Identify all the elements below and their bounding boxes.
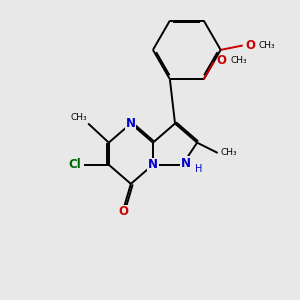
Text: N: N [148, 158, 158, 171]
Text: O: O [118, 205, 128, 218]
Text: N: N [126, 117, 136, 130]
Text: O: O [245, 39, 255, 52]
Text: Cl: Cl [68, 158, 81, 171]
Text: N: N [181, 157, 191, 170]
Text: CH₃: CH₃ [230, 56, 247, 64]
Text: CH₃: CH₃ [70, 113, 87, 122]
Text: CH₃: CH₃ [259, 41, 276, 50]
Text: O: O [216, 54, 226, 67]
Text: CH₃: CH₃ [221, 148, 237, 158]
Text: H: H [195, 164, 202, 174]
